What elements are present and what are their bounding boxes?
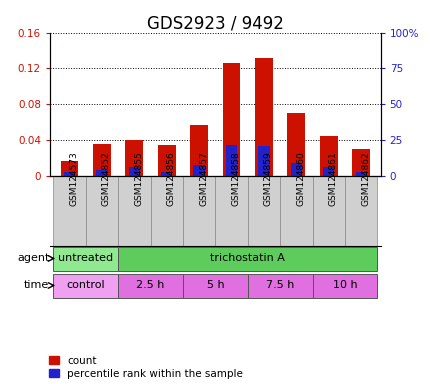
Bar — [258, 146, 269, 175]
FancyBboxPatch shape — [312, 274, 377, 298]
Bar — [254, 58, 272, 175]
Bar — [193, 165, 204, 175]
FancyBboxPatch shape — [53, 247, 118, 271]
Bar — [158, 145, 175, 175]
Bar — [190, 125, 207, 175]
FancyBboxPatch shape — [150, 175, 182, 245]
Text: GSM124852: GSM124852 — [102, 152, 111, 207]
Text: 7.5 h: 7.5 h — [265, 280, 294, 290]
FancyBboxPatch shape — [312, 175, 344, 245]
Text: GSM124861: GSM124861 — [328, 152, 337, 207]
Text: GSM124858: GSM124858 — [231, 152, 240, 207]
Text: 2.5 h: 2.5 h — [136, 280, 164, 290]
Text: GSM124573: GSM124573 — [69, 152, 78, 207]
Text: untreated: untreated — [58, 253, 113, 263]
Title: GDS2923 / 9492: GDS2923 / 9492 — [147, 15, 283, 33]
Legend: count, percentile rank within the sample: count, percentile rank within the sample — [49, 356, 243, 379]
FancyBboxPatch shape — [85, 175, 118, 245]
Text: GSM124857: GSM124857 — [199, 152, 207, 207]
Bar — [355, 172, 366, 175]
Text: GSM124860: GSM124860 — [296, 152, 305, 207]
FancyBboxPatch shape — [118, 274, 182, 298]
FancyBboxPatch shape — [247, 175, 279, 245]
FancyBboxPatch shape — [182, 274, 247, 298]
Bar — [96, 170, 107, 175]
FancyBboxPatch shape — [279, 175, 312, 245]
Bar — [60, 161, 78, 175]
Bar — [225, 145, 237, 175]
Bar — [287, 113, 305, 175]
FancyBboxPatch shape — [53, 274, 118, 298]
Text: control: control — [66, 280, 105, 290]
Text: time: time — [24, 280, 49, 290]
Bar — [125, 140, 143, 175]
FancyBboxPatch shape — [118, 175, 150, 245]
FancyBboxPatch shape — [215, 175, 247, 245]
Bar — [64, 172, 75, 175]
Bar — [352, 149, 369, 175]
FancyBboxPatch shape — [118, 247, 377, 271]
Bar — [222, 63, 240, 175]
Text: 10 h: 10 h — [332, 280, 356, 290]
Text: 5 h: 5 h — [206, 280, 224, 290]
Bar — [290, 163, 301, 175]
Text: trichostatin A: trichostatin A — [210, 253, 285, 263]
Bar — [93, 144, 111, 175]
Text: GSM124855: GSM124855 — [134, 152, 143, 207]
FancyBboxPatch shape — [53, 175, 85, 245]
FancyBboxPatch shape — [247, 274, 312, 298]
Text: GSM124859: GSM124859 — [263, 152, 272, 207]
Bar — [322, 167, 334, 175]
Bar — [161, 172, 172, 175]
Text: agent: agent — [17, 253, 49, 263]
FancyBboxPatch shape — [182, 175, 215, 245]
Text: GSM124856: GSM124856 — [166, 152, 175, 207]
FancyBboxPatch shape — [344, 175, 377, 245]
Text: GSM124862: GSM124862 — [360, 152, 369, 207]
Bar — [319, 136, 337, 175]
Bar — [128, 167, 140, 175]
